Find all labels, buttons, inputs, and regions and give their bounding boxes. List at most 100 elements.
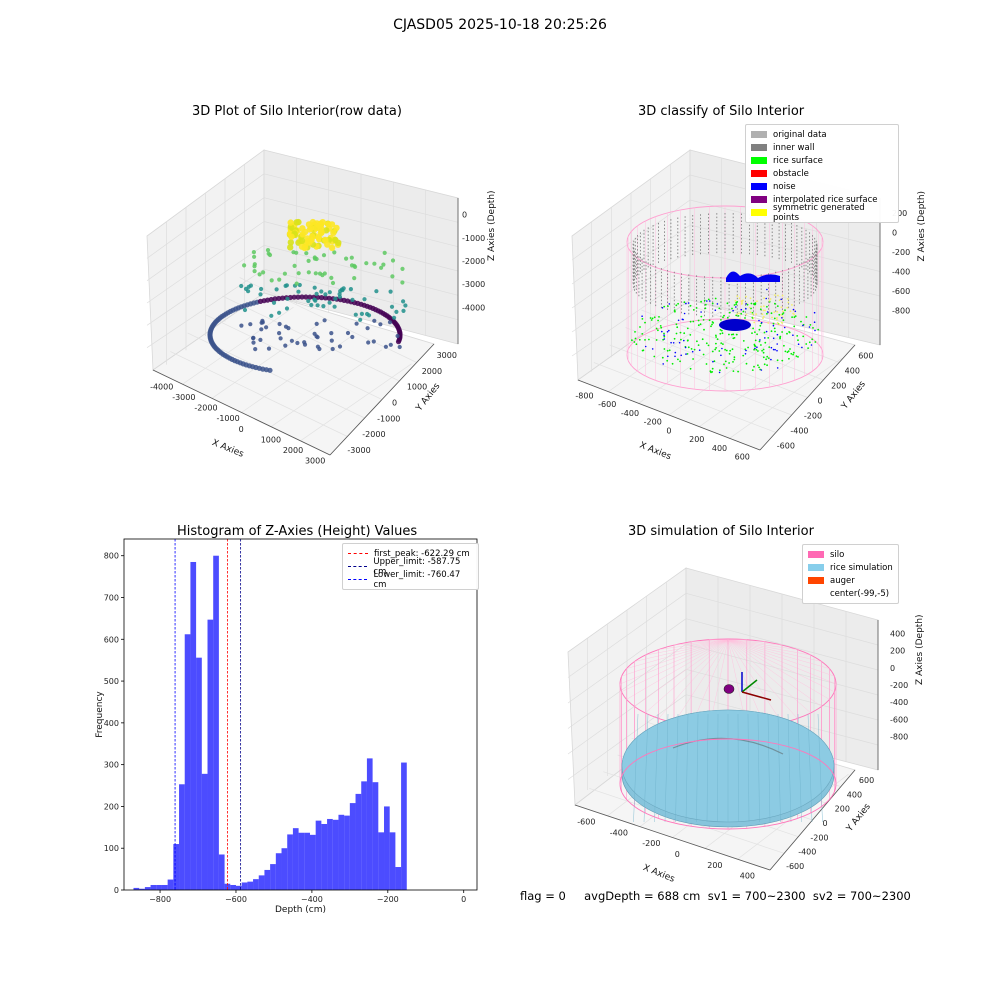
panel1-point xyxy=(302,340,307,345)
panel2-noise-point xyxy=(808,326,811,328)
panel2-rice-surface-point xyxy=(641,333,644,335)
panel2-rice-surface-point xyxy=(733,356,736,359)
panel4-silo-roof-wire xyxy=(658,639,729,719)
panel2-rice-surface-point xyxy=(774,330,776,333)
panel4-legend-item: auger xyxy=(808,574,893,587)
panel4-rice-mesh xyxy=(787,713,792,823)
legend-label: rice surface xyxy=(773,155,823,166)
panel2-rice-surface-point xyxy=(753,365,755,368)
histogram-bar xyxy=(366,758,373,891)
histogram-bar xyxy=(344,815,350,890)
panel2-symmetric-point xyxy=(776,318,778,321)
panel2-title: 3D classify of Silo Interior xyxy=(638,104,805,119)
panel2-rice-surface-point xyxy=(732,370,735,372)
panel1-point xyxy=(319,289,324,294)
histogram-bar xyxy=(338,814,345,890)
panel1-point xyxy=(299,294,305,300)
panel4-silo-roof-wire xyxy=(727,639,798,719)
panel1-point xyxy=(371,339,376,344)
panel2-noise-point xyxy=(700,311,702,313)
panel2-rice-surface-point xyxy=(715,342,717,345)
panel2-rice-surface-point xyxy=(660,326,663,329)
panel1-point xyxy=(289,338,294,343)
panel2-rice-surface-point xyxy=(702,319,705,321)
panel2-noise-point xyxy=(680,354,682,357)
panel2-noise-point xyxy=(766,288,768,291)
legend-swatch xyxy=(751,144,767,151)
panel2-rice-surface-point xyxy=(746,303,749,306)
panel2-rice-surface-point xyxy=(679,331,682,334)
panel2-rice-surface-point xyxy=(702,353,705,356)
panel2-noise-point xyxy=(687,302,690,304)
panel2-noise-point xyxy=(792,334,794,337)
panel2-rice-surface-point xyxy=(697,344,700,346)
panel2-rice-surface-point xyxy=(767,357,770,359)
panel1-point xyxy=(295,294,301,300)
panel1-point xyxy=(315,234,322,241)
legend-label: silo xyxy=(830,549,845,560)
legend-label: Lower_limit: -760.47 cm xyxy=(373,569,461,590)
panel1-point xyxy=(320,273,325,278)
panel2-rice-surface-point xyxy=(675,304,678,307)
histogram-legend-item: Upper_limit: -587.75 cm xyxy=(348,557,473,577)
histogram-y-tick-label: 400 xyxy=(104,719,119,728)
panel2-symmetric-point xyxy=(740,303,743,305)
histogram-bar xyxy=(253,879,259,890)
panel2-symmetric-point xyxy=(755,313,758,315)
panel1-point xyxy=(294,250,299,255)
panel2-z-tick-label: -400 xyxy=(892,267,910,276)
panel4-z-tick-label: -200 xyxy=(890,681,908,690)
panel1-point xyxy=(379,265,384,270)
panel2-noise-point xyxy=(740,308,743,311)
panel2-rice-surface-point xyxy=(687,346,690,349)
panel2-y-tick-label: -400 xyxy=(790,427,808,436)
histogram-bar xyxy=(292,828,299,890)
histogram-x-tick-label: −800 xyxy=(149,895,171,904)
histogram-bar xyxy=(218,854,225,890)
panel4-y-axis-line xyxy=(769,769,856,871)
panel1-point xyxy=(239,283,244,289)
histogram-bar xyxy=(281,848,288,890)
panel4-silo-roof-wire xyxy=(727,639,835,692)
panel4-legend-item: rice simulation xyxy=(808,561,893,574)
panel2-symmetric-point xyxy=(761,313,764,316)
panel1-y-tick-label: -2000 xyxy=(362,430,385,439)
panel2-noise-point xyxy=(685,302,687,305)
panel2-rice-surface-point xyxy=(703,299,706,302)
panel2-symmetric-point xyxy=(776,317,778,319)
panel1-point xyxy=(251,340,256,345)
panel2-y-tick-label: 0 xyxy=(818,397,823,406)
panel1-point xyxy=(333,224,340,232)
panel1-point xyxy=(332,250,337,255)
panel2-symmetric-point xyxy=(777,294,779,297)
histogram-bar xyxy=(258,875,265,891)
panel1-point xyxy=(364,261,369,266)
panel4-silo-roof-wire xyxy=(626,639,729,669)
footer-status: flag = 0 avgDepth = 688 cm sv1 = 700~230… xyxy=(520,889,911,903)
panel2-rice-surface-point xyxy=(704,303,707,306)
panel1-point xyxy=(317,221,324,229)
figure-suptitle: CJASD05 2025-10-18 20:25:26 xyxy=(393,17,607,33)
panel2-rice-surface-point xyxy=(680,338,682,341)
panel4-x-tick-label: -600 xyxy=(577,817,595,826)
panel2-rice-surface-point xyxy=(714,297,717,300)
histogram-bar xyxy=(144,887,151,890)
panel2-z-tick-label: -600 xyxy=(892,287,910,296)
panel4-rice-mesh xyxy=(633,713,639,823)
panel2-rice-surface-point xyxy=(722,343,724,345)
panel1-point xyxy=(358,317,363,322)
panel1-point xyxy=(261,270,266,275)
panel4-x-tick-label: 200 xyxy=(707,861,722,870)
panel1-point xyxy=(321,253,327,258)
panel1-point xyxy=(400,266,405,271)
legend-label: noise xyxy=(773,181,796,192)
panel2-rice-surface-point xyxy=(683,301,686,304)
panel2-noise-point xyxy=(813,311,816,314)
panel2-rice-surface-point xyxy=(740,312,743,315)
panel2-rice-surface-point xyxy=(735,303,738,306)
panel2-rice-surface-point xyxy=(661,356,664,359)
panel1-point xyxy=(403,303,408,308)
panel2-rice-surface-point xyxy=(641,318,644,320)
histogram-bar xyxy=(361,781,367,890)
panel2-symmetric-point xyxy=(752,317,755,319)
